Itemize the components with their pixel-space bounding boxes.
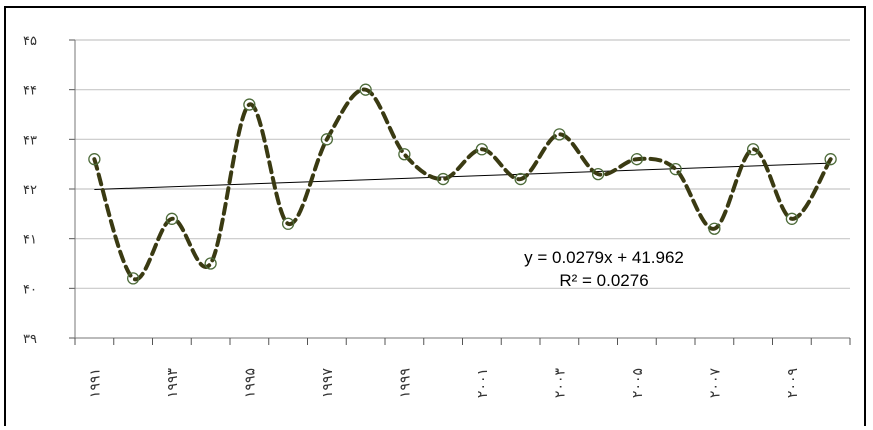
x-tick-label: ۲۰۰۱ [475, 368, 491, 398]
y-tick-label: ۴۰ [23, 282, 37, 297]
data-point [708, 222, 721, 235]
data-point [824, 153, 837, 166]
y-tick-label: ۴۲ [23, 183, 37, 198]
y-tick-label: ۴۳ [23, 133, 37, 148]
data-point [669, 162, 682, 176]
trendline [94, 162, 831, 191]
data-point [320, 133, 334, 146]
data-point [553, 128, 566, 141]
data-point [630, 153, 644, 166]
axes [74, 40, 851, 345]
series-line [92, 87, 833, 282]
data-point [88, 153, 101, 166]
data-point [591, 167, 605, 181]
data-point [436, 172, 450, 186]
chart-frame [4, 6, 866, 426]
series-path [92, 87, 833, 282]
x-tick-label: ۲۰۰۹ [785, 368, 801, 398]
x-tick-label: ۱۹۹۷ [320, 368, 336, 399]
data-point [475, 143, 489, 156]
x-tick-label: ۲۰۰۵ [630, 368, 646, 398]
grid-lines [69, 39, 850, 339]
x-tick-label: ۱۹۹۵ [242, 368, 258, 398]
data-point [281, 217, 295, 230]
y-tick-label: ۳۹ [23, 332, 37, 347]
data-point [746, 143, 760, 156]
y-tick-labels: ۳۹ ۴۰ ۴۱ ۴۲ ۴۳ ۴۴ ۴۵ [23, 34, 37, 347]
data-points [88, 83, 837, 285]
x-tick-labels: ۱۹۹۱ ۱۹۹۳ ۱۹۹۵ ۱۹۹۷ ۱۹۹۹ ۲۰۰۱ ۲۰۰۳ ۲۰۰۵ ۲۰۰۷ ۲۰۰۹ [87, 368, 801, 399]
data-point [165, 212, 179, 225]
data-point [514, 172, 527, 186]
y-tick-label: ۴۴ [23, 84, 37, 99]
data-point [359, 83, 372, 96]
r-squared-label: R² = 0.0276 [559, 271, 648, 290]
x-tick-label: ۲۰۰۳ [552, 368, 568, 399]
trendline-equation: y = 0.0279x + 41.962 R² = 0.0276 [524, 248, 684, 290]
data-point [243, 98, 256, 111]
data-point [204, 257, 217, 270]
x-tick-label: ۱۹۹۳ [165, 368, 181, 399]
equation-label: y = 0.0279x + 41.962 [524, 248, 684, 267]
x-tick-label: ۱۹۹۱ [87, 368, 103, 398]
x-tick-label: ۲۰۰۷ [707, 368, 723, 399]
x-tick-label: ۱۹۹۹ [397, 368, 413, 398]
y-tick-label: ۴۵ [23, 34, 37, 49]
data-point [785, 212, 799, 225]
data-point [398, 148, 411, 161]
trendline-path [94, 162, 831, 191]
data-point [126, 272, 140, 285]
y-tick-label: ۴۱ [23, 233, 37, 248]
